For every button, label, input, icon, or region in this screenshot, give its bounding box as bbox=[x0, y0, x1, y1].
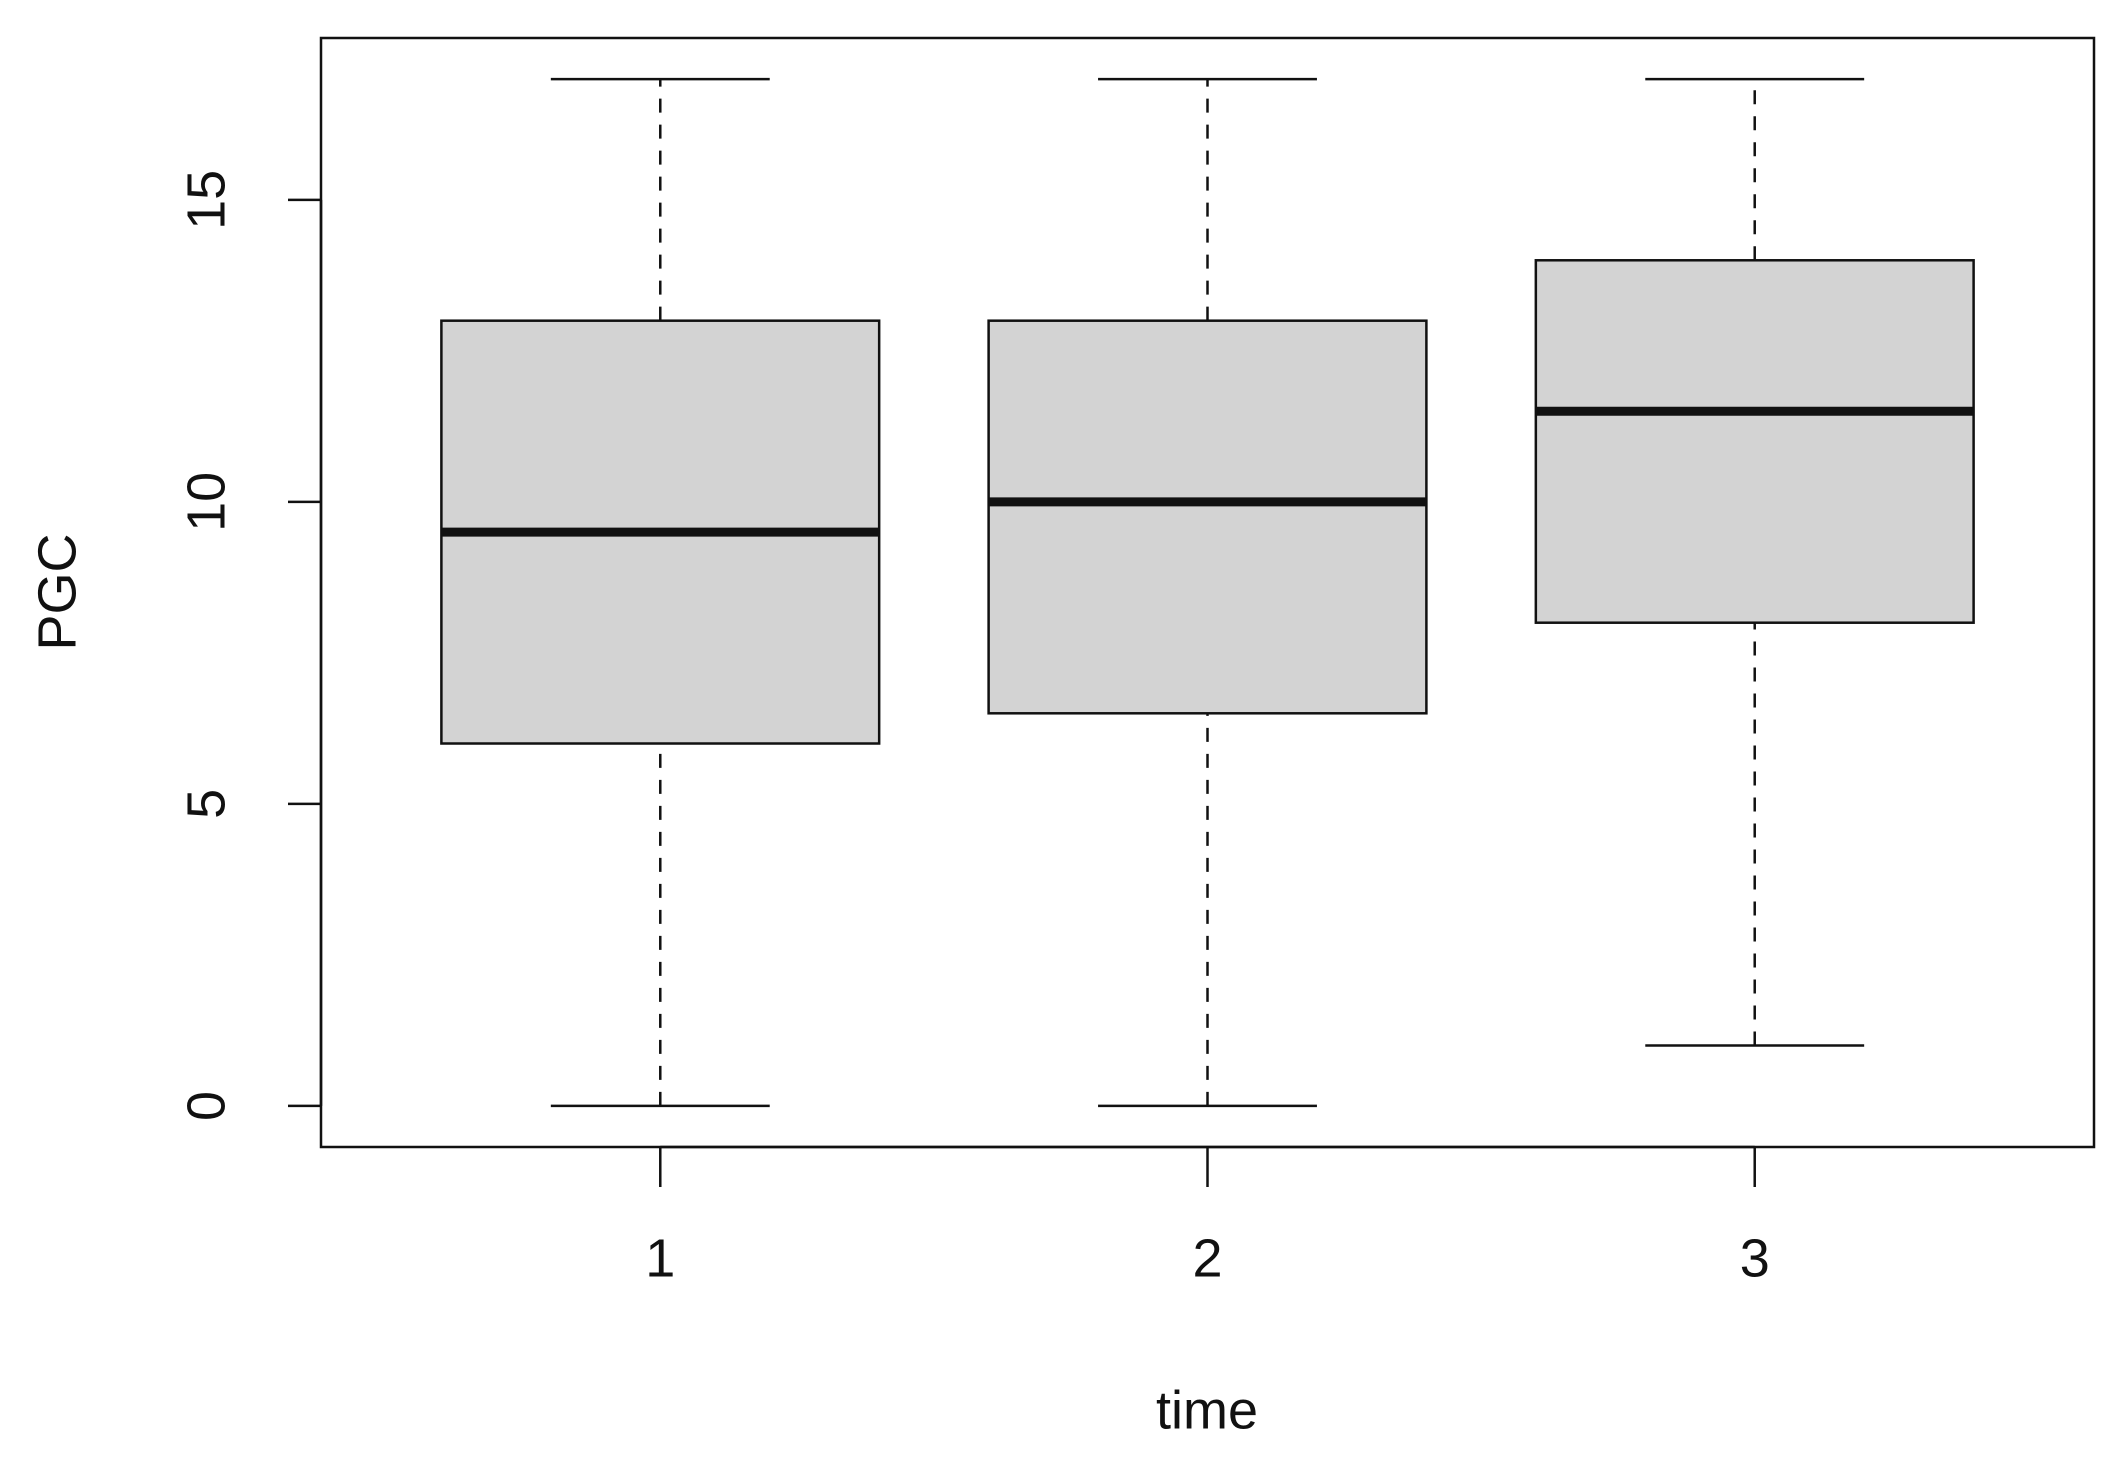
x-tick-label: 1 bbox=[645, 1228, 675, 1288]
x-tick-label: 2 bbox=[1192, 1228, 1222, 1288]
y-axis-label: PGC bbox=[27, 533, 87, 650]
y-tick-label: 5 bbox=[176, 789, 236, 819]
y-tick-label: 10 bbox=[176, 472, 236, 532]
box bbox=[987, 319, 1428, 715]
x-tick-label: 3 bbox=[1740, 1228, 1770, 1288]
plot-frame bbox=[319, 36, 2096, 1149]
y-tick-label: 0 bbox=[176, 1091, 236, 1121]
y-tick-label: 15 bbox=[176, 170, 236, 230]
box bbox=[1534, 259, 1975, 624]
x-axis-label: time bbox=[1156, 1380, 1258, 1440]
